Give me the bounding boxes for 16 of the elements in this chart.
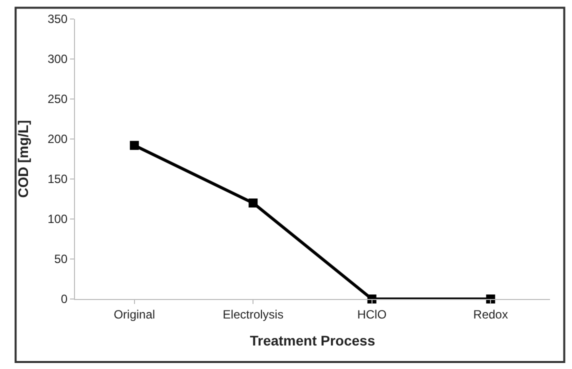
y-tick-label: 200 (48, 132, 68, 146)
y-tick-label: 0 (60, 292, 68, 306)
point (130, 140, 139, 150)
x-tick-label: Redox (473, 307, 508, 322)
y-tick-label: 350 (48, 12, 68, 26)
y-tick-label: 300 (48, 52, 68, 66)
point (248, 198, 258, 208)
y-tick-label: 100 (48, 212, 68, 226)
y-tick-label: 50 (54, 252, 68, 266)
y-tick-label: 250 (48, 92, 68, 106)
x-tick-label: Electrolysis (222, 307, 284, 322)
x-tick-label: HClO (357, 307, 387, 322)
y-tick-label: 150 (48, 172, 68, 186)
x-tick-label: Original (114, 307, 156, 322)
x-axis-title: Treatment Process (250, 332, 376, 349)
y-axis-title: COD [mg/L] (15, 120, 32, 198)
